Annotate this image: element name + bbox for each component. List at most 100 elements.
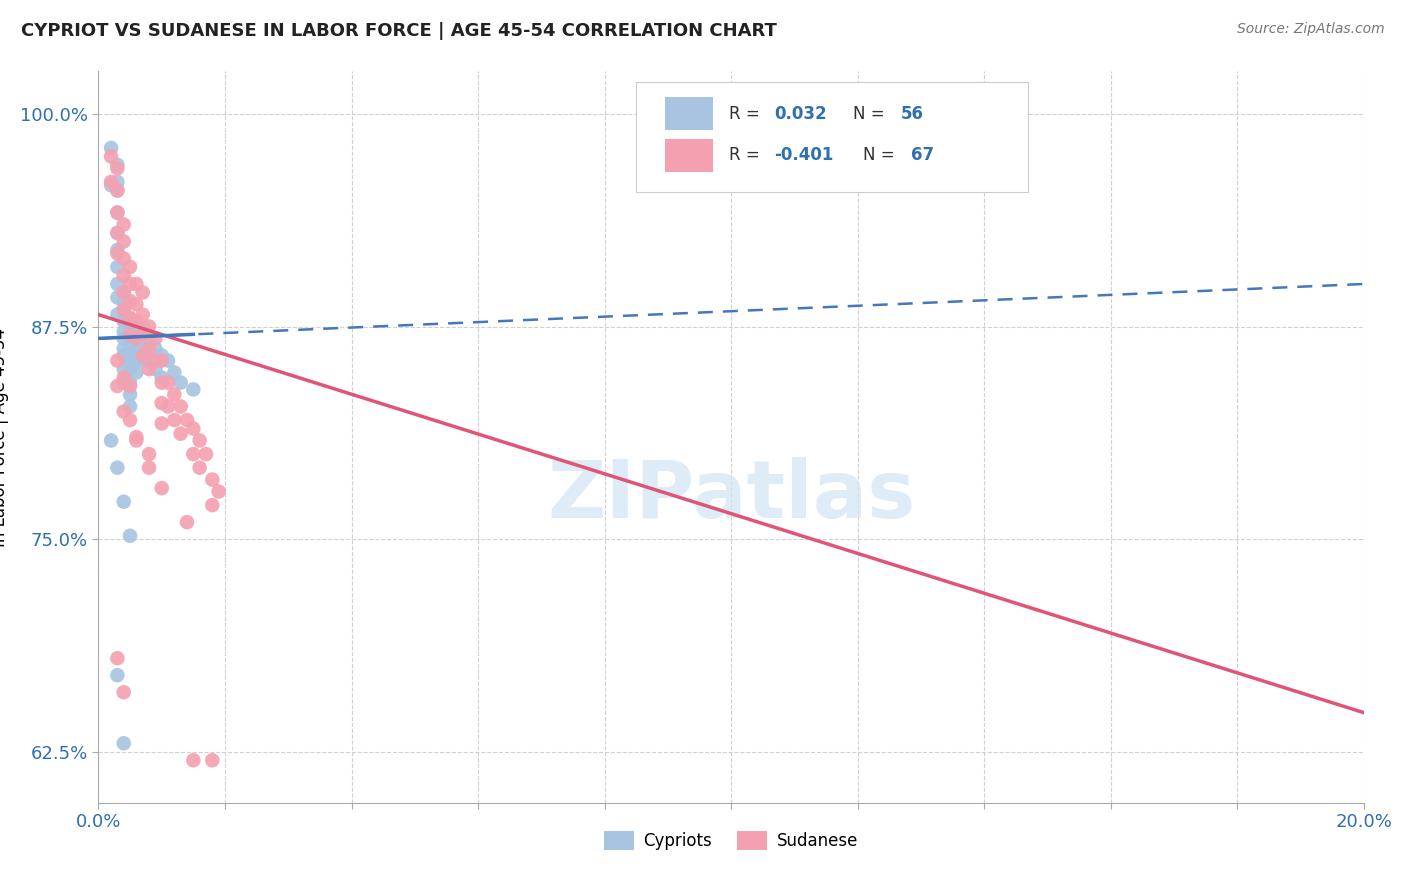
Point xyxy=(120,311,141,326)
Point xyxy=(107,353,129,368)
Point xyxy=(150,353,173,368)
Point xyxy=(112,362,135,376)
Point xyxy=(201,753,224,767)
Text: Source: ZipAtlas.com: Source: ZipAtlas.com xyxy=(1237,22,1385,37)
Point xyxy=(112,285,135,300)
Y-axis label: In Labor Force | Age 45-54: In Labor Force | Age 45-54 xyxy=(0,327,8,547)
Point xyxy=(138,331,160,345)
Text: N =: N = xyxy=(863,146,900,164)
Point xyxy=(176,413,198,427)
Point xyxy=(107,226,129,240)
Point xyxy=(107,308,129,322)
Point xyxy=(150,396,173,410)
Point xyxy=(183,383,205,397)
Point xyxy=(150,370,173,384)
Point xyxy=(138,447,160,461)
Point xyxy=(107,161,129,176)
Point xyxy=(112,268,135,283)
Point xyxy=(150,348,173,362)
Point xyxy=(112,302,135,317)
Text: ZIPatlas: ZIPatlas xyxy=(547,457,915,534)
Point xyxy=(120,311,141,326)
Point xyxy=(150,417,173,431)
Point xyxy=(138,342,160,356)
Point xyxy=(157,400,180,414)
Point xyxy=(176,515,198,529)
Point xyxy=(107,277,129,291)
Point xyxy=(107,668,129,682)
Point xyxy=(125,277,148,291)
Point xyxy=(107,379,129,393)
Text: 0.032: 0.032 xyxy=(775,104,827,123)
Point xyxy=(112,314,135,328)
Point xyxy=(132,348,155,362)
Point xyxy=(163,366,186,380)
Point xyxy=(112,218,135,232)
Point xyxy=(183,753,205,767)
Text: -0.401: -0.401 xyxy=(775,146,834,164)
Point xyxy=(107,205,129,219)
Point xyxy=(112,293,135,308)
Point xyxy=(112,252,135,266)
Point xyxy=(188,460,211,475)
Point xyxy=(112,325,135,339)
Point xyxy=(125,430,148,444)
Point xyxy=(163,387,186,401)
Point xyxy=(120,351,141,366)
Text: N =: N = xyxy=(852,104,890,123)
Point xyxy=(145,331,166,345)
Point xyxy=(120,328,141,343)
Point xyxy=(120,529,141,543)
Point xyxy=(120,293,141,308)
Point xyxy=(107,246,129,260)
Point xyxy=(120,328,141,343)
Point xyxy=(112,348,135,362)
Point xyxy=(112,331,135,345)
Point xyxy=(125,331,148,345)
Point xyxy=(100,178,122,193)
Point xyxy=(107,158,129,172)
Point xyxy=(163,413,186,427)
Point xyxy=(183,421,205,435)
Point xyxy=(125,314,148,328)
Point xyxy=(112,342,135,356)
Point xyxy=(188,434,211,448)
Point xyxy=(132,328,155,343)
Point xyxy=(120,379,141,393)
Point xyxy=(157,376,180,390)
Point xyxy=(107,183,129,197)
Point xyxy=(169,400,191,414)
Point xyxy=(145,353,166,368)
Point xyxy=(112,494,135,508)
Point xyxy=(132,308,155,322)
Point xyxy=(120,277,141,291)
Point xyxy=(125,434,148,448)
Point xyxy=(208,484,231,499)
Point xyxy=(169,426,191,441)
Point xyxy=(125,353,148,368)
Point xyxy=(125,342,148,356)
Point xyxy=(132,328,155,343)
Point xyxy=(125,328,148,343)
Point xyxy=(138,353,160,368)
Point xyxy=(107,183,129,197)
Point xyxy=(107,226,129,240)
Point xyxy=(100,434,122,448)
Point xyxy=(132,342,155,356)
Point xyxy=(100,141,122,155)
Point xyxy=(125,314,148,328)
FancyBboxPatch shape xyxy=(636,82,1028,192)
Point xyxy=(201,498,224,512)
Point xyxy=(138,460,160,475)
Text: 67: 67 xyxy=(911,146,934,164)
Point xyxy=(132,319,155,334)
Point xyxy=(112,285,135,300)
Point xyxy=(112,736,135,750)
Point xyxy=(120,413,141,427)
Point xyxy=(120,387,141,401)
Point xyxy=(100,149,122,163)
Point xyxy=(132,353,155,368)
Point xyxy=(145,342,166,356)
Point xyxy=(169,376,191,390)
Point xyxy=(138,362,160,376)
